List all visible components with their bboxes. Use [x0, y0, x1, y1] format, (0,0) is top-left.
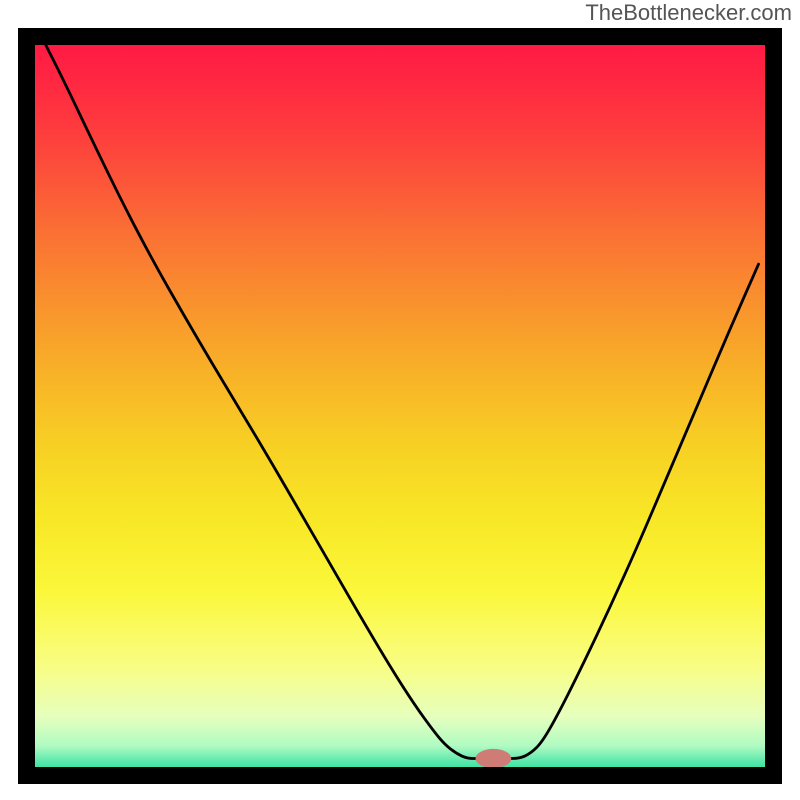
watermark-text: TheBottlenecker.com: [585, 0, 792, 26]
bottleneck-plot: [18, 28, 782, 784]
gradient-background: [27, 37, 774, 776]
optimal-marker: [475, 749, 511, 768]
